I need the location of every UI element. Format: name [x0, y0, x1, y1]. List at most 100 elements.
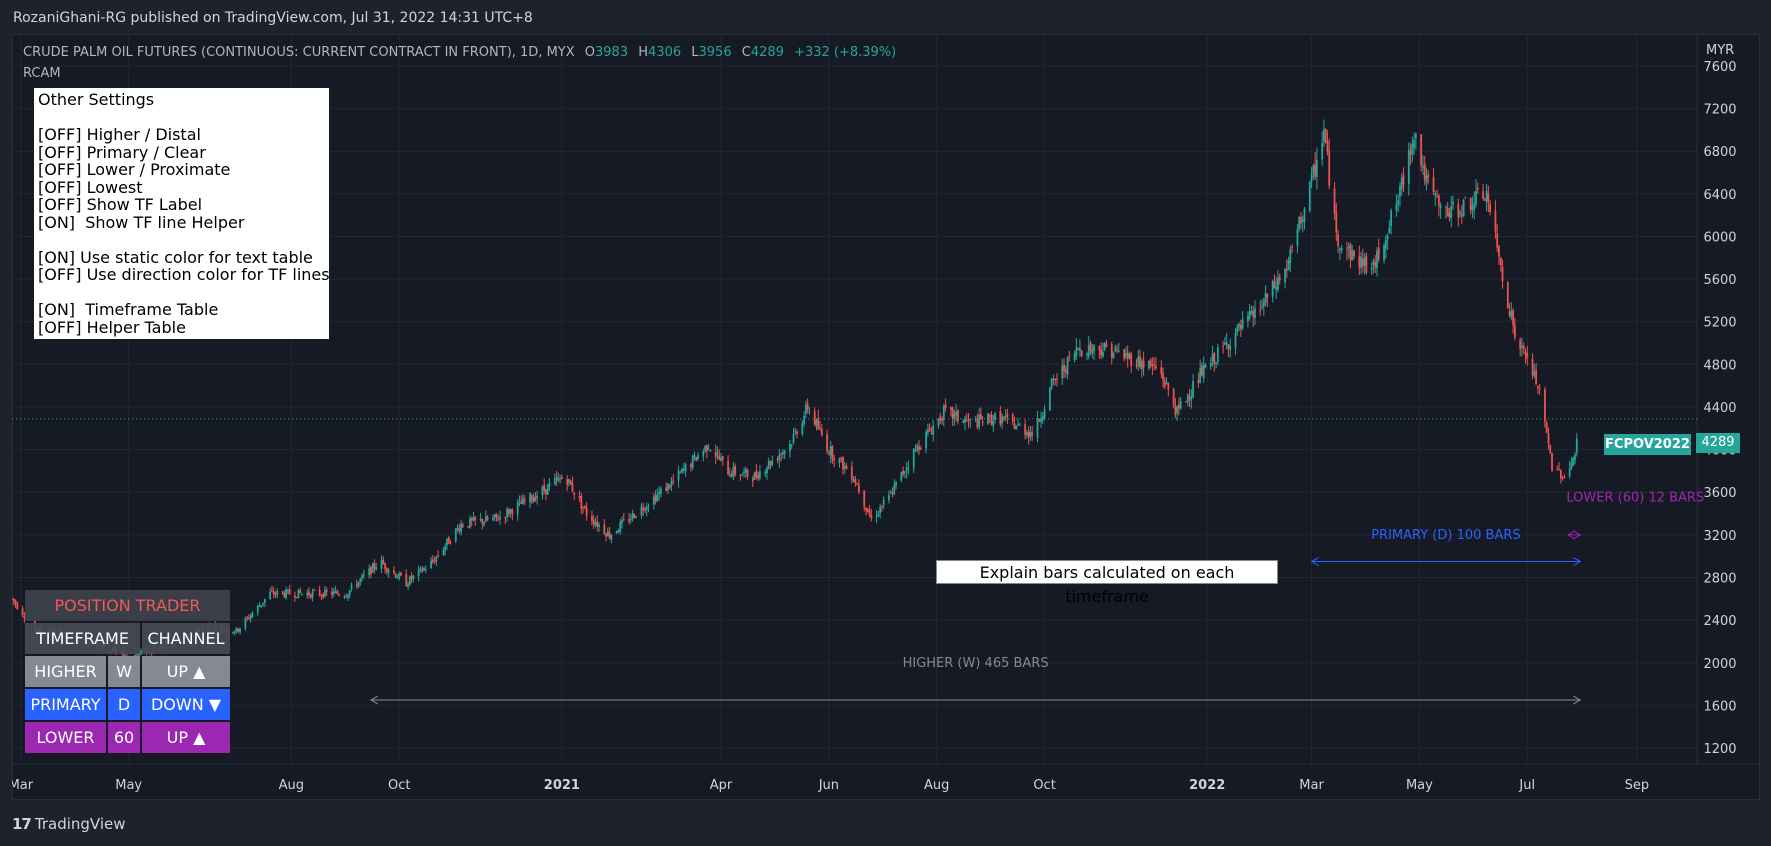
candle-body: [656, 494, 659, 501]
candle-body: [1140, 360, 1143, 370]
candle-body: [608, 532, 611, 539]
candle-body: [866, 508, 869, 513]
candle-body: [801, 423, 804, 434]
candle-body: [1004, 416, 1007, 419]
candle-body: [776, 458, 779, 460]
candle-body: [444, 546, 447, 550]
candle-body: [1551, 453, 1553, 471]
candle-body: [1192, 381, 1194, 398]
indicator-name[interactable]: RCAM: [23, 66, 61, 81]
candle-body: [697, 455, 699, 459]
candle-body: [1247, 316, 1249, 321]
candle-body: [842, 457, 844, 470]
candle-body: [361, 575, 363, 579]
candle-body: [895, 481, 897, 487]
candle-body: [281, 591, 284, 593]
candle-body: [483, 522, 485, 525]
candle-body: [868, 510, 871, 515]
candle-body: [681, 468, 684, 472]
candle-body: [1248, 311, 1251, 319]
candle-body: [965, 420, 968, 422]
candle-body: [714, 451, 717, 457]
candle-body: [1519, 340, 1522, 350]
arrow-head-left-icon: [1310, 557, 1319, 566]
tradingview-logo[interactable]: 17 TradingView: [12, 815, 126, 833]
candle-body: [1137, 356, 1140, 367]
candle-body: [925, 432, 928, 449]
candle-body: [1147, 360, 1150, 369]
candle-body: [1015, 426, 1018, 430]
candle-body: [1149, 359, 1152, 366]
candle-body: [658, 491, 661, 495]
candle-body: [914, 449, 917, 452]
candle-body: [1229, 345, 1232, 350]
candle-body: [863, 490, 866, 507]
settings-title: Other Settings: [38, 90, 155, 109]
candle-body: [1287, 260, 1290, 271]
candle-body: [585, 507, 588, 517]
candle-body: [889, 491, 892, 494]
candle-body: [1238, 323, 1240, 327]
candle-body: [845, 465, 848, 470]
candle-body: [744, 469, 747, 473]
y-tick-label: 5600: [1703, 273, 1736, 288]
candle-body: [875, 515, 878, 517]
y-tick-label: 5200: [1703, 316, 1736, 331]
candle-body: [1377, 247, 1380, 260]
candle-body: [1303, 208, 1306, 223]
candle-body: [645, 507, 648, 511]
candle-body: [1372, 260, 1375, 266]
instrument-name: CRUDE PALM OIL FUTURES (CONTINUOUS: CURR…: [23, 45, 575, 60]
candle-body: [518, 500, 521, 502]
candle-body: [1365, 255, 1368, 273]
candle-body: [615, 531, 618, 534]
candle-body: [263, 598, 266, 603]
candle-body: [529, 493, 531, 503]
candle-body: [1075, 346, 1078, 357]
y-tick-label: 6800: [1703, 145, 1736, 160]
candle-body: [573, 492, 576, 496]
candle-body: [504, 517, 507, 519]
arrow-head-left-icon: [1566, 530, 1576, 540]
close-value: 4289: [750, 45, 784, 60]
candle-body: [827, 452, 830, 454]
settings-row: [OFF] Use direction color for TF lines: [38, 265, 330, 284]
candle-body: [493, 514, 496, 518]
candle-body: [1278, 276, 1281, 281]
y-tick-label: 6400: [1703, 188, 1736, 203]
candle-body: [879, 507, 882, 513]
candle-body: [1139, 356, 1141, 368]
candle-body: [1017, 423, 1019, 425]
candle-body: [1165, 382, 1168, 384]
arrow-head-left-icon: [369, 695, 379, 705]
candle-body: [1011, 414, 1014, 422]
candle-body: [350, 584, 353, 589]
candle-body: [1572, 457, 1575, 465]
currency-label[interactable]: MYR: [1706, 43, 1735, 58]
position-trader-table: POSITION TRADER TIMEFRAME CHANNEL HIGHER…: [25, 590, 230, 755]
open-value: 3983: [595, 45, 629, 60]
candle-body: [1337, 234, 1339, 247]
candle-body: [1266, 294, 1269, 298]
candle-body: [1048, 387, 1051, 411]
candle-body: [610, 534, 613, 540]
candle-body: [248, 617, 250, 619]
candle-body: [1483, 199, 1486, 201]
candle-body: [1160, 367, 1163, 374]
candle-body: [557, 477, 560, 481]
candle-body: [578, 495, 581, 498]
candle-body: [1003, 417, 1005, 419]
candle-body: [580, 495, 583, 509]
candle-body: [417, 569, 420, 577]
candle-body: [1063, 364, 1065, 371]
candle-body: [1522, 345, 1525, 350]
candle-body: [962, 421, 965, 423]
current-price-tag: 4289: [1696, 433, 1740, 453]
candle-body: [672, 480, 675, 482]
candle-body: [1112, 352, 1115, 359]
candle-body: [937, 418, 940, 426]
candle-body: [843, 465, 846, 468]
candle-body: [435, 556, 438, 562]
candle-body: [232, 631, 234, 633]
candle-body: [239, 628, 241, 633]
